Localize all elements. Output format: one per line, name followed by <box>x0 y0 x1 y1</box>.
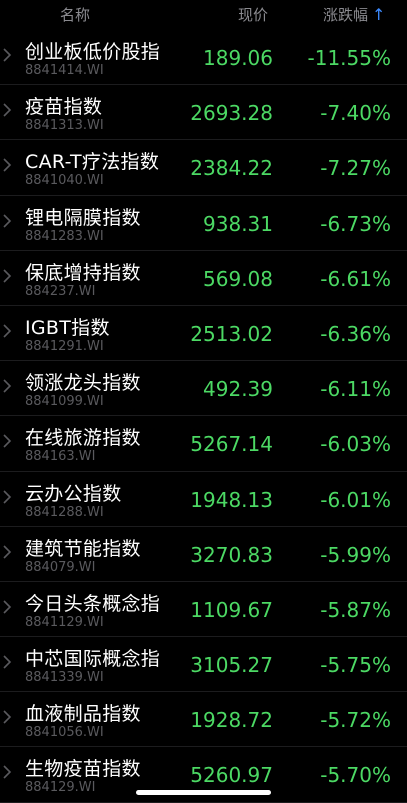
index-code: 8841056.WI <box>25 725 104 741</box>
chevron-right-icon <box>2 709 16 725</box>
index-change: -6.73% <box>320 211 391 236</box>
list-item[interactable]: 血液制品指数 8841056.WI 1928.72 -5.72% <box>0 692 407 748</box>
index-price: 1948.13 <box>190 487 273 512</box>
index-price: 2384.22 <box>190 156 273 181</box>
index-price: 3105.27 <box>190 653 273 678</box>
chevron-right-icon <box>2 268 16 284</box>
chevron-right-icon <box>2 157 16 173</box>
index-code: 8841291.WI <box>25 338 104 354</box>
index-name: 生物疫苗指数 <box>25 758 141 781</box>
index-price: 492.39 <box>203 377 273 402</box>
list-item[interactable]: 锂电隔膜指数 8841283.WI 938.31 -6.73% <box>0 196 407 251</box>
list-item[interactable]: 云办公指数 8841288.WI 1948.13 -6.01% <box>0 472 407 527</box>
list-item[interactable]: 在线旅游指数 884163.WI 5267.14 -6.03% <box>0 416 407 472</box>
index-change: -6.11% <box>320 377 391 402</box>
index-list: 创业板低价股指 8841414.WI 189.06 -11.55% 疫苗指数 884131… <box>0 30 407 803</box>
index-price: 1928.72 <box>190 708 273 733</box>
index-name: 疫苗指数 <box>25 96 103 119</box>
chevron-right-icon <box>2 102 16 118</box>
index-change: -11.55% <box>307 46 391 70</box>
list-item[interactable]: 今日头条概念指 8841129.WI 1109.67 -5.87% <box>0 582 407 638</box>
index-change: -6.01% <box>320 487 391 512</box>
name-column-header[interactable]: 名称 <box>60 6 91 24</box>
index-change: -5.99% <box>320 542 391 567</box>
list-item[interactable]: 中芯国际概念指 8841339.WI 3105.27 -5.75% <box>0 637 407 693</box>
list-item[interactable]: 创业板低价股指 8841414.WI 189.06 -11.55% <box>0 30 407 86</box>
list-item[interactable]: 生物疫苗指数 884129.WI 5260.97 -5.70% <box>0 747 407 803</box>
arrow-up-icon: ↑ <box>372 5 386 24</box>
list-item[interactable]: CAR-T疗法指数 8841040.WI 2384.22 -7.27% <box>0 140 407 196</box>
index-name: 保底增持指数 <box>25 261 141 284</box>
index-name: 在线旅游指数 <box>25 427 141 450</box>
index-code: 8841288.WI <box>25 504 104 520</box>
chevron-right-icon <box>2 378 16 394</box>
index-name: IGBT指数 <box>25 316 110 339</box>
index-name: 血液制品指数 <box>25 703 141 726</box>
chevron-right-icon <box>2 654 16 670</box>
index-change: -6.03% <box>320 432 391 457</box>
index-price: 3270.83 <box>190 542 273 567</box>
index-price: 938.31 <box>203 211 273 236</box>
index-change: -7.27% <box>320 156 391 181</box>
chevron-right-icon <box>2 433 16 449</box>
index-code: 884163.WI <box>25 449 96 465</box>
index-change: -5.70% <box>320 763 391 788</box>
index-name: 创业板低价股指 <box>25 41 161 63</box>
list-item[interactable]: 建筑节能指数 884079.WI 3270.83 -5.99% <box>0 527 407 582</box>
index-name: 中芯国际概念指 <box>25 648 161 671</box>
index-change: -5.75% <box>320 653 391 678</box>
index-name: 云办公指数 <box>25 482 122 505</box>
index-change: -5.87% <box>320 597 391 622</box>
index-change: -5.72% <box>320 708 391 733</box>
index-code: 8841339.WI <box>25 670 104 686</box>
index-change: -7.40% <box>320 101 391 126</box>
chevron-right-icon <box>2 599 16 615</box>
index-name: 领涨龙头指数 <box>25 372 141 395</box>
index-price: 5267.14 <box>190 432 273 457</box>
index-code: 8841129.WI <box>25 614 104 630</box>
list-item[interactable]: 保底增持指数 884237.WI 569.08 -6.61% <box>0 251 407 306</box>
index-name: 锂电隔膜指数 <box>25 206 141 229</box>
change-column-label: 涨跌幅 <box>323 6 369 24</box>
chevron-right-icon <box>2 544 16 560</box>
index-price: 1109.67 <box>190 597 273 622</box>
index-price: 2693.28 <box>190 101 273 126</box>
home-indicator <box>136 790 271 795</box>
change-column-header[interactable]: 涨跌幅 ↑ <box>323 4 385 25</box>
index-name: CAR-T疗法指数 <box>25 151 160 174</box>
chevron-right-icon <box>2 323 16 339</box>
list-item[interactable]: 疫苗指数 8841313.WI 2693.28 -7.40% <box>0 85 407 141</box>
index-code: 8841313.WI <box>25 118 104 134</box>
list-item[interactable]: IGBT指数 8841291.WI 2513.02 -6.36% <box>0 306 407 362</box>
price-column-header[interactable]: 现价 <box>238 6 269 24</box>
index-code: 884079.WI <box>25 559 96 575</box>
list-header: 名称 现价 涨跌幅 ↑ <box>0 0 407 30</box>
index-code: 884129.WI <box>25 780 96 796</box>
chevron-right-icon <box>2 47 16 63</box>
index-price: 189.06 <box>203 46 273 70</box>
index-change: -6.61% <box>320 266 391 291</box>
index-name: 今日头条概念指 <box>25 592 161 615</box>
index-price: 2513.02 <box>190 321 273 346</box>
index-change: -6.36% <box>320 321 391 346</box>
index-code: 8841040.WI <box>25 173 104 189</box>
chevron-right-icon <box>2 489 16 505</box>
chevron-right-icon <box>2 213 16 229</box>
list-item[interactable]: 领涨龙头指数 8841099.WI 492.39 -6.11% <box>0 361 407 417</box>
index-code: 8841283.WI <box>25 228 104 244</box>
index-code: 8841414.WI <box>25 63 104 78</box>
chevron-right-icon <box>2 764 16 780</box>
index-price: 569.08 <box>203 266 273 291</box>
index-name: 建筑节能指数 <box>25 537 141 560</box>
index-code: 884237.WI <box>25 283 96 299</box>
index-price: 5260.97 <box>190 763 273 788</box>
index-code: 8841099.WI <box>25 394 104 410</box>
